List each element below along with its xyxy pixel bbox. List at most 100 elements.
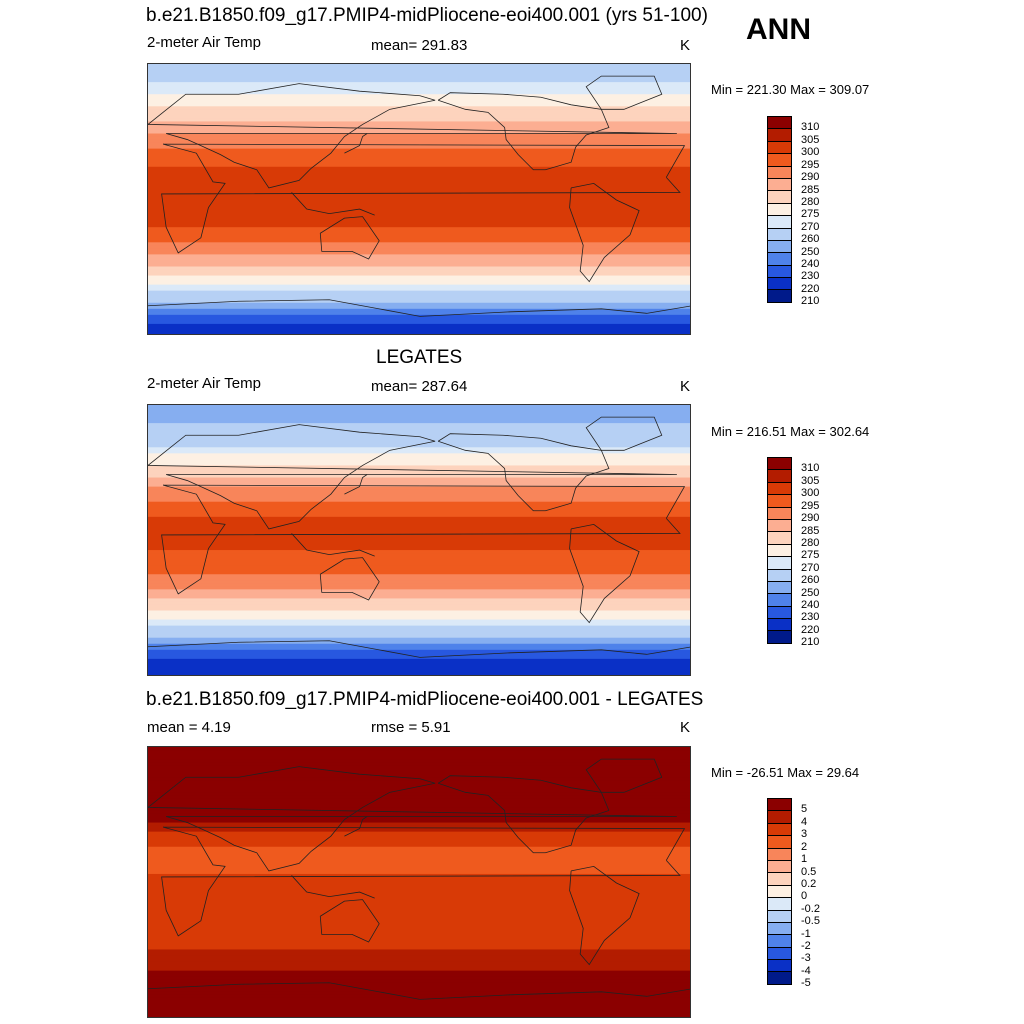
colorbar-tick-label: 275 (801, 208, 820, 221)
coastline (148, 424, 677, 530)
zonal-band (148, 308, 690, 313)
zonal-band (148, 181, 690, 186)
zonal-band (148, 601, 690, 605)
zonal-band (148, 637, 690, 642)
zonal-band (148, 780, 690, 784)
colorbar-swatch (767, 835, 792, 849)
zonal-band (148, 571, 690, 575)
zonal-band (148, 565, 690, 569)
colorbar-tick-label: 5 (801, 803, 808, 815)
zonal-band (148, 544, 690, 548)
zonal-band (148, 904, 690, 908)
colorbar-swatch (767, 971, 792, 985)
zonal-band (148, 898, 690, 902)
zonal-band (148, 661, 690, 666)
colorbar-swatch (767, 630, 792, 644)
zonal-band (148, 483, 690, 488)
panel3-rmse-label: rmse = 5.91 (371, 719, 451, 736)
coastline (585, 75, 663, 110)
zonal-band (148, 822, 690, 827)
colorbar-swatch (767, 239, 792, 254)
panel1-map-plot (148, 64, 690, 334)
colorbar-tick-label: 250 (801, 586, 820, 599)
zonal-band (148, 332, 690, 334)
zonal-band (148, 417, 690, 421)
zonal-band (148, 76, 690, 80)
colorbar-swatch (767, 506, 792, 520)
zonal-band (148, 178, 690, 183)
zonal-band (148, 807, 690, 811)
colorbar-swatch (767, 277, 792, 291)
zonal-band (148, 952, 690, 957)
panel1-variable-label: 2-meter Air Temp (147, 34, 261, 51)
zonal-band (148, 453, 690, 457)
zonal-band (148, 801, 690, 805)
colorbar-tick-label: 3 (801, 828, 808, 841)
zonal-band (148, 281, 690, 286)
colorbar-tick-label: 2 (801, 840, 808, 853)
colorbar-tick-label: 250 (801, 245, 820, 258)
coastline (148, 299, 690, 317)
zonal-band (148, 895, 690, 899)
zonal-band (148, 408, 690, 412)
colorbar-swatch (767, 481, 792, 496)
colorbar-swatch (767, 494, 792, 508)
zonal-band (148, 586, 690, 590)
zonal-band (148, 510, 690, 515)
colorbar-swatch (767, 252, 792, 266)
zonal-band (148, 70, 690, 74)
zonal-band (148, 263, 690, 267)
panel1-units-label: K (680, 37, 691, 54)
zonal-band (148, 537, 690, 542)
colorbar-tick-label: -1 (801, 927, 811, 940)
zonal-band (148, 172, 690, 177)
zonal-band (148, 444, 690, 448)
colorbar-tick-label: 300 (801, 146, 820, 159)
zonal-band (148, 819, 690, 824)
colorbar-tick-label: 270 (801, 220, 820, 233)
colorbar-tick-label: -2 (801, 939, 811, 952)
zonal-band (148, 547, 690, 551)
colorbar-swatch (767, 556, 792, 570)
zonal-band (148, 163, 690, 168)
zonal-band (148, 82, 690, 86)
zonal-band (148, 919, 690, 923)
zonal-band (148, 534, 690, 539)
zonal-band (148, 913, 690, 917)
colorbar-tick-label: 0.5 (801, 865, 817, 878)
zonal-band (148, 640, 690, 645)
colorbar-tick-label: 230 (801, 270, 820, 283)
colorbar-tick-label: -0.5 (801, 915, 820, 928)
zonal-band (148, 943, 690, 947)
coastline (344, 816, 368, 837)
zonal-band (148, 239, 690, 243)
zonal-band (148, 329, 690, 334)
coastline (569, 182, 640, 283)
colorbar-tick-label: 295 (801, 158, 820, 171)
panel2-mean-label: mean= 287.64 (371, 378, 468, 395)
zonal-band (148, 580, 690, 584)
panel1-minmax: Min = 221.30 Max = 309.07 (711, 82, 870, 97)
zonal-band (148, 931, 690, 935)
zonal-band (148, 867, 690, 872)
colorbar-tick-label: 210 (801, 295, 820, 308)
zonal-band (148, 982, 690, 987)
zonal-band (148, 450, 690, 454)
zonal-band (148, 876, 690, 881)
zonal-band (148, 187, 690, 192)
zonal-band (148, 405, 690, 409)
colorbar-swatch (767, 289, 792, 303)
zonal-band (148, 139, 690, 144)
zonal-band (148, 568, 690, 572)
zonal-band (148, 925, 690, 929)
zonal-band (148, 296, 690, 301)
coastline (585, 758, 663, 793)
colorbar-tick-label: 240 (801, 257, 820, 270)
zonal-band (148, 100, 690, 104)
colorbar-tick-label: 1 (801, 853, 808, 866)
zonal-band (148, 287, 690, 292)
zonal-band (148, 1000, 690, 1005)
zonal-band (148, 973, 690, 978)
season-label: ANN (746, 13, 811, 46)
zonal-band (148, 613, 690, 618)
